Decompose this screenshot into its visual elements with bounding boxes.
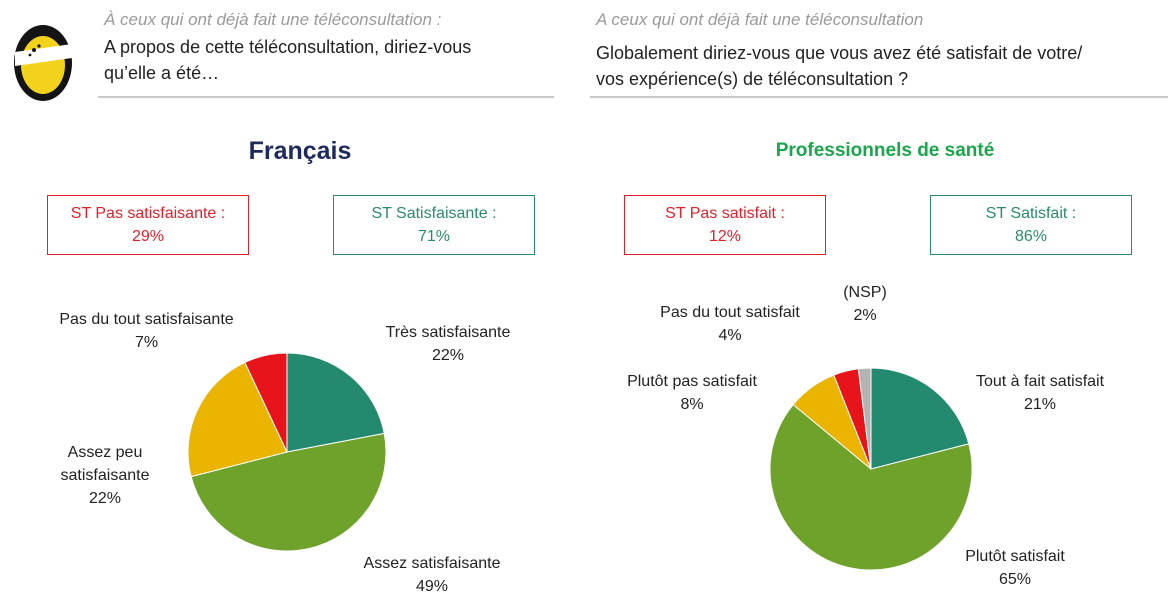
slice-name-line-2: satisfaisante — [60, 467, 150, 484]
logo-icon — [14, 25, 72, 101]
pie-slice-tout-fait-satisfait — [870, 367, 970, 470]
right-st-positive-value: 86% — [1014, 228, 1048, 245]
slice-name: (NSP) — [843, 284, 887, 301]
right-question-line-2: vos expérience(s) de téléconsultation ? — [596, 69, 909, 89]
slice-name: Plutôt satisfait — [965, 548, 1065, 565]
right-question-intro: A ceux qui ont déjà fait une téléconsult… — [596, 10, 924, 29]
right-st-positive-label: ST Satisfait : — [985, 205, 1077, 222]
right-st-negative-label: ST Pas satisfait : — [665, 205, 785, 222]
slice-label-pas-du-tout-satisfaisante: Pas du tout satisfaisante 7% — [44, 308, 249, 354]
right-st-negative-box: ST Pas satisfait : 12% — [624, 195, 826, 255]
slice-value: 22% — [88, 490, 122, 507]
slice-label-plutot-satisfait: Plutôt satisfait 65% — [950, 545, 1080, 591]
left-question-line-2: qu’elle a été… — [104, 63, 220, 83]
pie-slice-nsp — [857, 367, 872, 470]
slice-label-tout-a-fait-satisfait: Tout à fait satisfait 21% — [955, 370, 1125, 416]
left-st-positive-box: ST Satisfaisante : 71% — [333, 195, 535, 255]
slice-value: 4% — [718, 327, 742, 344]
slice-name-line-1: Assez peu — [67, 444, 143, 461]
slice-value: 22% — [431, 347, 465, 364]
pie-chart-professionnels — [769, 367, 973, 571]
pie-slice-assez-satisfaisante — [190, 432, 387, 552]
pie-slice-assez-peu-satisfaisante — [187, 361, 288, 478]
left-st-negative-label: ST Pas satisfaisante : — [70, 205, 226, 222]
right-question-line-1: Globalement diriez-vous que vous avez ét… — [596, 43, 1083, 63]
left-st-positive-value: 71% — [417, 228, 451, 245]
pie-slice-pas-du-tout-satisfaisante — [244, 352, 288, 453]
left-st-positive-label: ST Satisfaisante : — [371, 205, 497, 222]
slice-value: 8% — [680, 396, 704, 413]
pie-slice-plut-t-satisfait — [769, 403, 973, 571]
slice-value: 21% — [1023, 396, 1057, 413]
slice-name: Pas du tout satisfait — [660, 304, 800, 321]
slice-name: Assez satisfaisante — [363, 555, 501, 572]
right-st-negative-value: 12% — [708, 228, 742, 245]
slice-name: Pas du tout satisfaisante — [59, 311, 234, 328]
left-st-negative-value: 29% — [131, 228, 165, 245]
slice-name: Très satisfaisante — [385, 324, 511, 341]
left-question-line-1: A propos de cette téléconsultation, diri… — [104, 37, 472, 57]
slice-value: 2% — [853, 307, 877, 324]
pie-chart-francais — [187, 352, 387, 552]
right-chart-title: Professionnels de santé — [775, 140, 995, 161]
slice-name: Plutôt pas satisfait — [627, 373, 757, 390]
slice-label-pas-du-tout-satisfait: Pas du tout satisfait 4% — [645, 301, 815, 347]
slice-value: 65% — [998, 571, 1032, 588]
slice-label-plutot-pas-satisfait: Plutôt pas satisfait 8% — [612, 370, 772, 416]
slice-label-assez-satisfaisante: Assez satisfaisante 49% — [352, 552, 512, 598]
pie-slice-tr-s-satisfaisante — [286, 352, 385, 453]
left-question-intro: À ceux qui ont déjà fait une téléconsult… — [104, 10, 442, 29]
slice-value: 49% — [415, 578, 449, 595]
slice-value: 7% — [134, 334, 159, 351]
right-divider — [590, 96, 1168, 98]
slice-label-nsp: (NSP) 2% — [830, 281, 900, 327]
slice-label-assez-peu-satisfaisante: Assez peu satisfaisante 22% — [40, 441, 170, 510]
slice-label-tres-satisfaisante: Très satisfaisante 22% — [378, 321, 518, 367]
slice-name: Tout à fait satisfait — [975, 373, 1105, 390]
left-divider — [98, 96, 554, 98]
left-chart-title: Français — [248, 137, 352, 165]
right-st-positive-box: ST Satisfait : 86% — [930, 195, 1132, 255]
left-st-negative-box: ST Pas satisfaisante : 29% — [47, 195, 249, 255]
